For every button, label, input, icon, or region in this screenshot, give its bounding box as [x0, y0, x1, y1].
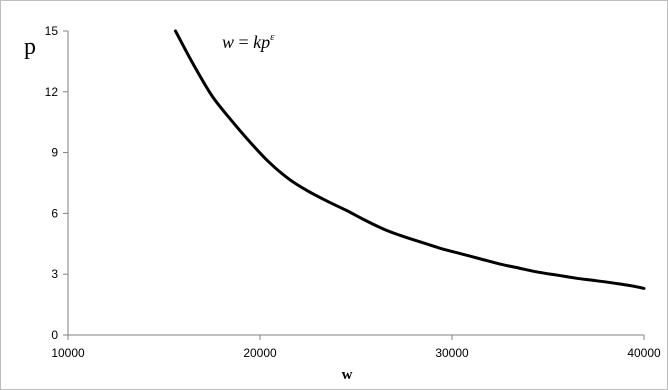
- equation-rhs: kp: [253, 32, 270, 52]
- equation-exponent: ε: [270, 31, 275, 43]
- axes: [67, 31, 644, 336]
- x-axis-label: w: [342, 367, 353, 383]
- ticks: 0 3 6 9 12 15 10000 20000 30000 40000: [45, 24, 661, 360]
- y-tick-label: 15: [45, 24, 59, 38]
- y-axis-label: p: [24, 34, 36, 60]
- x-tick-label: 10000: [51, 346, 85, 360]
- x-tick-label: 40000: [627, 346, 661, 360]
- y-tick-label: 0: [51, 328, 58, 342]
- x-tick-label: 30000: [435, 346, 469, 360]
- equation-annotation: w = kpε: [222, 31, 275, 52]
- series-line: [174, 29, 646, 290]
- y-tick-label: 3: [51, 267, 58, 281]
- x-tick-label: 20000: [243, 346, 277, 360]
- equation-lhs: w: [222, 32, 234, 52]
- equation-equals: =: [234, 32, 253, 52]
- y-tick-label: 9: [51, 146, 58, 160]
- y-tick-label: 6: [51, 206, 58, 220]
- y-tick-label: 12: [45, 85, 59, 99]
